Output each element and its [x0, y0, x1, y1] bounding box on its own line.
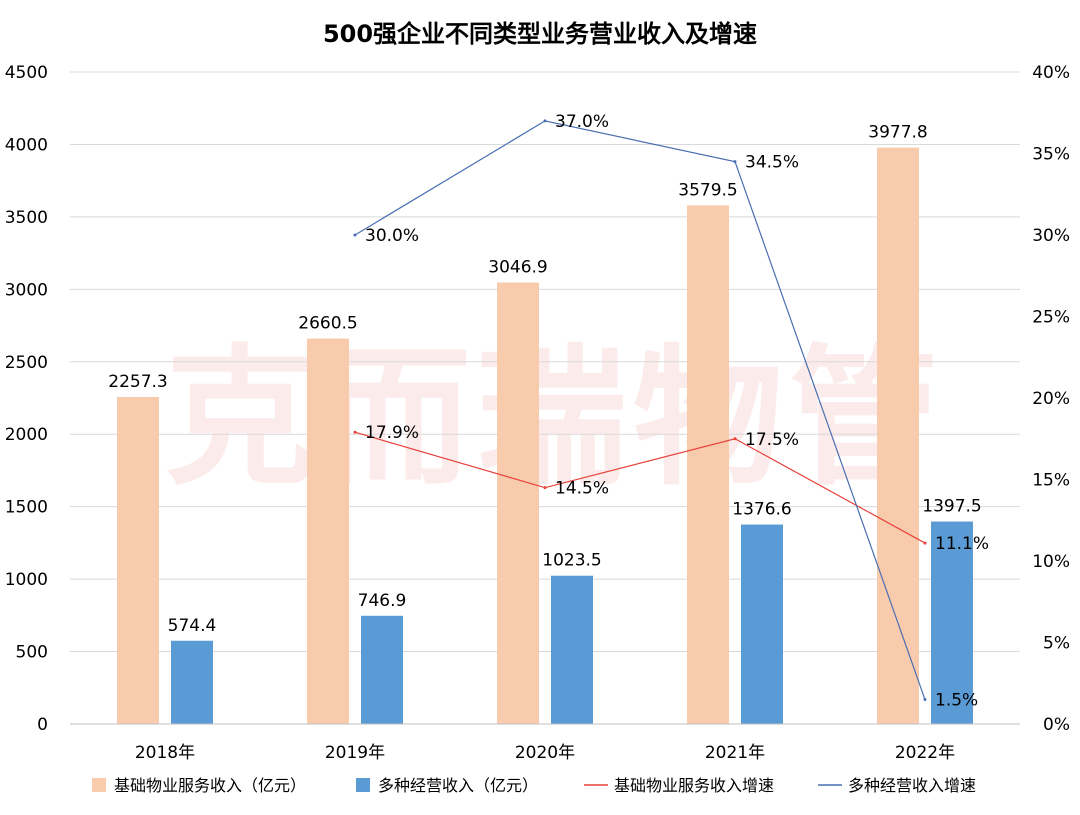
bar-diversified: [741, 524, 783, 724]
right-tick-label: 15%: [1032, 471, 1070, 491]
left-tick-label: 1000: [5, 570, 48, 590]
line-data-label: 11.1%: [935, 534, 989, 554]
bar-data-label: 1023.5: [542, 551, 601, 571]
chart-title: 500强企业不同类型业务营业收入及增速: [323, 20, 757, 48]
right-tick-label: 35%: [1032, 145, 1070, 165]
bar-data-label: 1376.6: [732, 500, 791, 520]
left-tick-label: 0: [37, 715, 48, 735]
left-tick-label: 3500: [5, 208, 48, 228]
line-data-label: 14.5%: [555, 479, 609, 499]
bar-basic-service: [687, 205, 729, 724]
line-point: [353, 233, 357, 237]
x-tick-label: 2018年: [135, 743, 195, 763]
legend-swatch: [92, 778, 106, 792]
line-data-label: 17.5%: [745, 430, 799, 450]
right-tick-label: 20%: [1032, 389, 1070, 409]
right-tick-label: 40%: [1032, 63, 1070, 83]
line-point: [543, 119, 547, 123]
right-tick-label: 0%: [1043, 715, 1070, 735]
bar-data-label: 2660.5: [298, 314, 357, 334]
line-point: [353, 430, 357, 434]
bar-basic-service: [877, 147, 919, 724]
legend-label: 多种经营收入（亿元）: [378, 776, 538, 795]
bar-diversified: [361, 615, 403, 724]
bar-data-label: 2257.3: [108, 372, 167, 392]
line-data-label: 37.0%: [555, 112, 609, 132]
watermark: 克而瑞物管: [165, 332, 945, 506]
line-point: [543, 486, 547, 490]
legend-label: 基础物业服务收入（亿元）: [114, 776, 306, 795]
right-tick-label: 5%: [1043, 634, 1070, 654]
bar-data-label: 3046.9: [488, 258, 547, 278]
line-diversified-growth: [354, 120, 926, 700]
right-tick-label: 30%: [1032, 226, 1070, 246]
line-data-label: 1.5%: [935, 691, 978, 711]
x-tick-label: 2019年: [325, 743, 385, 763]
line-data-label: 30.0%: [365, 226, 419, 246]
bar-diversified: [551, 575, 593, 724]
left-tick-label: 2000: [5, 425, 48, 445]
bar-diversified: [171, 640, 213, 724]
x-tick-label: 2021年: [705, 743, 765, 763]
line-point: [923, 541, 927, 545]
line-point: [733, 160, 737, 164]
left-tick-label: 4000: [5, 135, 48, 155]
bar-data-label: 746.9: [358, 591, 407, 611]
left-tick-label: 4500: [5, 63, 48, 83]
bar-data-label: 1397.5: [922, 497, 981, 517]
left-tick-label: 1500: [5, 498, 48, 518]
bar-diversified: [931, 521, 973, 724]
line-point: [733, 437, 737, 441]
line-data-label: 17.9%: [365, 423, 419, 443]
x-tick-label: 2022年: [895, 743, 955, 763]
legend-label: 基础物业服务收入增速: [614, 776, 774, 795]
x-tick-label: 2020年: [515, 743, 575, 763]
right-tick-label: 25%: [1032, 308, 1070, 328]
left-tick-label: 3000: [5, 280, 48, 300]
legend-label: 多种经营收入增速: [848, 776, 976, 795]
bar-basic-service: [117, 396, 159, 724]
right-tick-label: 10%: [1032, 552, 1070, 572]
bar-data-label: 3977.8: [868, 123, 927, 143]
bar-basic-service: [497, 282, 539, 724]
line-data-label: 34.5%: [745, 153, 799, 173]
line-point: [923, 698, 927, 702]
left-tick-label: 500: [16, 643, 48, 663]
bar-basic-service: [307, 338, 349, 724]
line-basic-growth: [354, 431, 926, 544]
bar-data-label: 574.4: [168, 616, 217, 636]
left-tick-label: 2500: [5, 353, 48, 373]
bar-data-label: 3579.5: [678, 180, 737, 200]
legend-swatch: [356, 778, 370, 792]
